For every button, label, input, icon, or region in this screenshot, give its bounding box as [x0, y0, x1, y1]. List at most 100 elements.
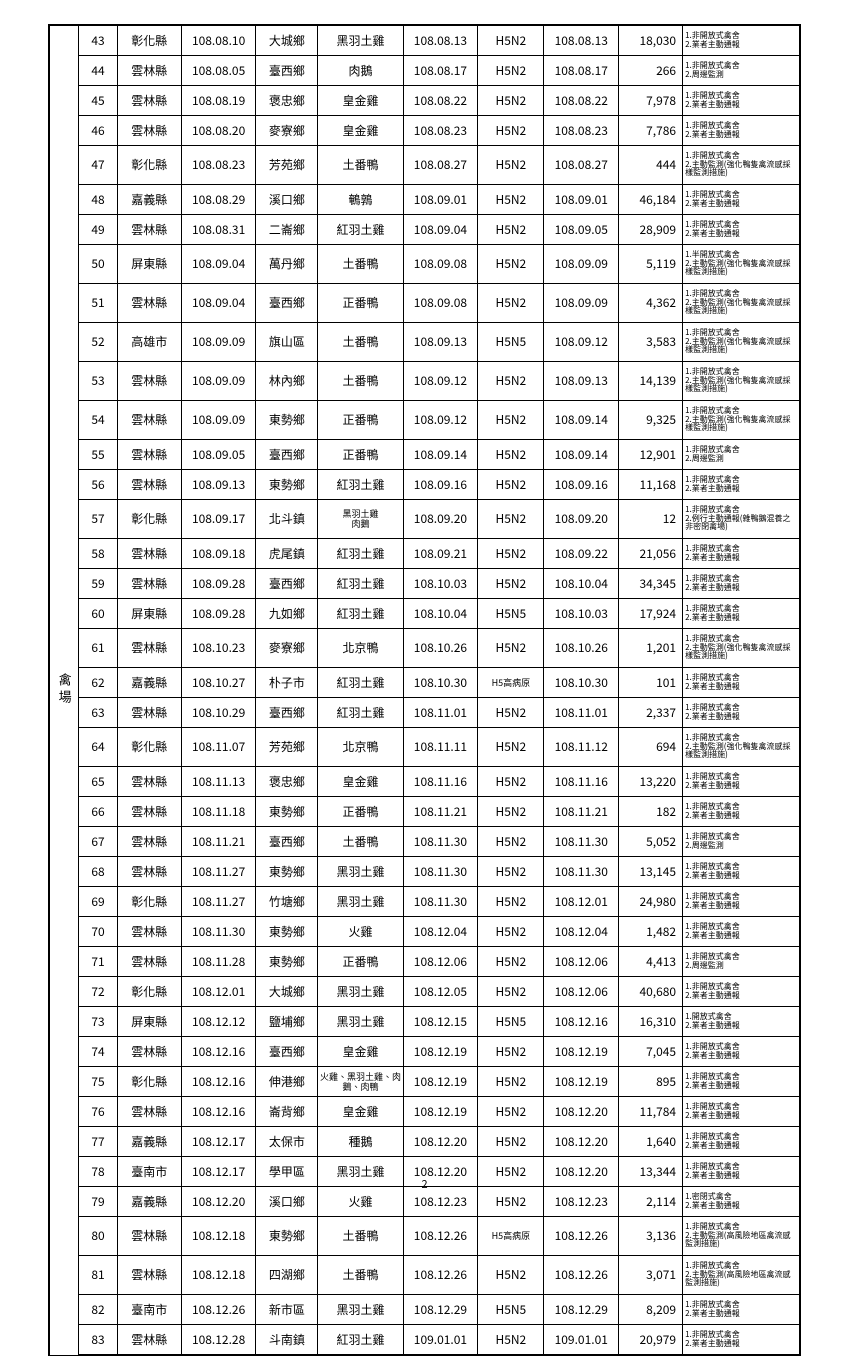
notes: 1.非開放式禽舍2.主動監測(強化鴨隻禽流感採樣監測措施): [683, 284, 800, 323]
county: 雲林縣: [117, 86, 181, 116]
virus-type: H5N2: [478, 1067, 544, 1097]
notes: 1.非開放式禽舍2.業者主動通報: [683, 797, 800, 827]
date-2: 108.12.26: [403, 1256, 478, 1295]
county: 彰化縣: [117, 500, 181, 539]
row-number: 47: [79, 146, 117, 185]
date-2: 108.09.12: [403, 401, 478, 440]
notes: 1.非開放式禽舍2.主動監測(高風險地區禽流感監測措施): [683, 1256, 800, 1295]
county: 雲林縣: [117, 767, 181, 797]
date-3: 108.11.16: [544, 767, 619, 797]
county: 雲林縣: [117, 797, 181, 827]
date-1: 108.10.23: [181, 629, 256, 668]
town: 北斗鎮: [256, 500, 318, 539]
date-3: 108.09.16: [544, 470, 619, 500]
notes: 1.非開放式禽舍2.業者主動通報: [683, 215, 800, 245]
date-3: 108.09.05: [544, 215, 619, 245]
table-row: 46雲林縣108.08.20麥寮鄉皇金雞108.08.23H5N2108.08.…: [49, 116, 800, 146]
animal-type: 土番鴨: [318, 245, 403, 284]
virus-type: H5N2: [478, 947, 544, 977]
virus-type: H5N2: [478, 1037, 544, 1067]
town: 麥寮鄉: [256, 116, 318, 146]
date-1: 108.12.16: [181, 1097, 256, 1127]
date-2: 108.11.30: [403, 887, 478, 917]
date-1: 108.09.13: [181, 470, 256, 500]
town: 芳苑鄉: [256, 146, 318, 185]
notes: 1.非開放式禽舍2.主動監測(強化鴨隻禽流感採樣監測措施): [683, 362, 800, 401]
town: 伸港鄉: [256, 1067, 318, 1097]
table-row: 45雲林縣108.08.19褒忠鄉皇金雞108.08.22H5N2108.08.…: [49, 86, 800, 116]
date-2: 108.08.22: [403, 86, 478, 116]
virus-type: H5N2: [478, 116, 544, 146]
virus-type: H5N2: [478, 698, 544, 728]
animal-type: 火雞、黑羽土雞、肉鵝、肉鴨: [318, 1067, 403, 1097]
county: 雲林縣: [117, 917, 181, 947]
date-2: 108.12.04: [403, 917, 478, 947]
animal-type: 土番鴨: [318, 362, 403, 401]
date-1: 108.09.04: [181, 245, 256, 284]
animal-type: 黑羽土雞: [318, 1007, 403, 1037]
table-row: 81雲林縣108.12.18四湖鄉土番鴨108.12.26H5N2108.12.…: [49, 1256, 800, 1295]
virus-type: H5N2: [478, 284, 544, 323]
date-3: 108.12.04: [544, 917, 619, 947]
count: 7,786: [619, 116, 683, 146]
count: 13,145: [619, 857, 683, 887]
virus-type: H5N2: [478, 917, 544, 947]
date-1: 108.09.17: [181, 500, 256, 539]
town: 臺西鄉: [256, 284, 318, 323]
animal-type: 黑羽土雞: [318, 857, 403, 887]
notes: 1.非開放式禽舍2.周邊監測: [683, 440, 800, 470]
virus-type: H5N2: [478, 1127, 544, 1157]
notes: 1.非開放式禽舍2.業者主動通報: [683, 1067, 800, 1097]
date-1: 108.12.18: [181, 1256, 256, 1295]
virus-type: H5N2: [478, 827, 544, 857]
table-row: 71雲林縣108.11.28東勢鄉正番鴨108.12.06H5N2108.12.…: [49, 947, 800, 977]
table-row: 74雲林縣108.12.16臺西鄉皇金雞108.12.19H5N2108.12.…: [49, 1037, 800, 1067]
town: 林內鄉: [256, 362, 318, 401]
row-number: 83: [79, 1325, 117, 1356]
town: 新市區: [256, 1295, 318, 1325]
date-1: 108.11.27: [181, 887, 256, 917]
date-3: 108.12.26: [544, 1217, 619, 1256]
count: 20,979: [619, 1325, 683, 1356]
virus-type: H5N2: [478, 569, 544, 599]
date-1: 108.12.16: [181, 1037, 256, 1067]
virus-type: H5N5: [478, 1295, 544, 1325]
date-3: 108.09.20: [544, 500, 619, 539]
notes: 1.非開放式禽舍2.周邊監測: [683, 947, 800, 977]
date-3: 108.08.17: [544, 56, 619, 86]
page-number: 2: [0, 1176, 849, 1192]
notes: 1.非開放式禽舍2.主動監測(高風險地區禽流感監測措施): [683, 1217, 800, 1256]
date-1: 108.11.21: [181, 827, 256, 857]
date-1: 108.11.28: [181, 947, 256, 977]
animal-type: 黑羽土雞: [318, 25, 403, 56]
row-number: 43: [79, 25, 117, 56]
count: 7,045: [619, 1037, 683, 1067]
row-number: 50: [79, 245, 117, 284]
notes: 1.非開放式禽舍2.業者主動通報: [683, 116, 800, 146]
animal-type: 皇金雞: [318, 1097, 403, 1127]
date-3: 108.09.09: [544, 284, 619, 323]
town: 麥寮鄉: [256, 629, 318, 668]
date-1: 108.08.20: [181, 116, 256, 146]
table-row: 56雲林縣108.09.13東勢鄉紅羽土雞108.09.16H5N2108.09…: [49, 470, 800, 500]
virus-type: H5N2: [478, 440, 544, 470]
town: 虎尾鎮: [256, 539, 318, 569]
virus-type: H5N2: [478, 146, 544, 185]
count: 24,980: [619, 887, 683, 917]
notes: 1.非開放式禽舍2.例行主動通報(雜鴨鵝混養之非密閉禽場): [683, 500, 800, 539]
date-3: 108.12.16: [544, 1007, 619, 1037]
town: 褒忠鄉: [256, 767, 318, 797]
date-3: 108.12.20: [544, 1127, 619, 1157]
date-2: 108.12.20: [403, 1127, 478, 1157]
row-number: 75: [79, 1067, 117, 1097]
row-number: 76: [79, 1097, 117, 1127]
county: 彰化縣: [117, 146, 181, 185]
category-label: 禽場: [49, 25, 79, 1355]
county: 雲林縣: [117, 1325, 181, 1356]
date-1: 108.11.07: [181, 728, 256, 767]
table-row: 65雲林縣108.11.13褒忠鄉皇金雞108.11.16H5N2108.11.…: [49, 767, 800, 797]
count: 17,924: [619, 599, 683, 629]
notes: 1.非開放式禽舍2.業者主動通報: [683, 86, 800, 116]
animal-type: 火雞: [318, 917, 403, 947]
date-1: 108.12.12: [181, 1007, 256, 1037]
